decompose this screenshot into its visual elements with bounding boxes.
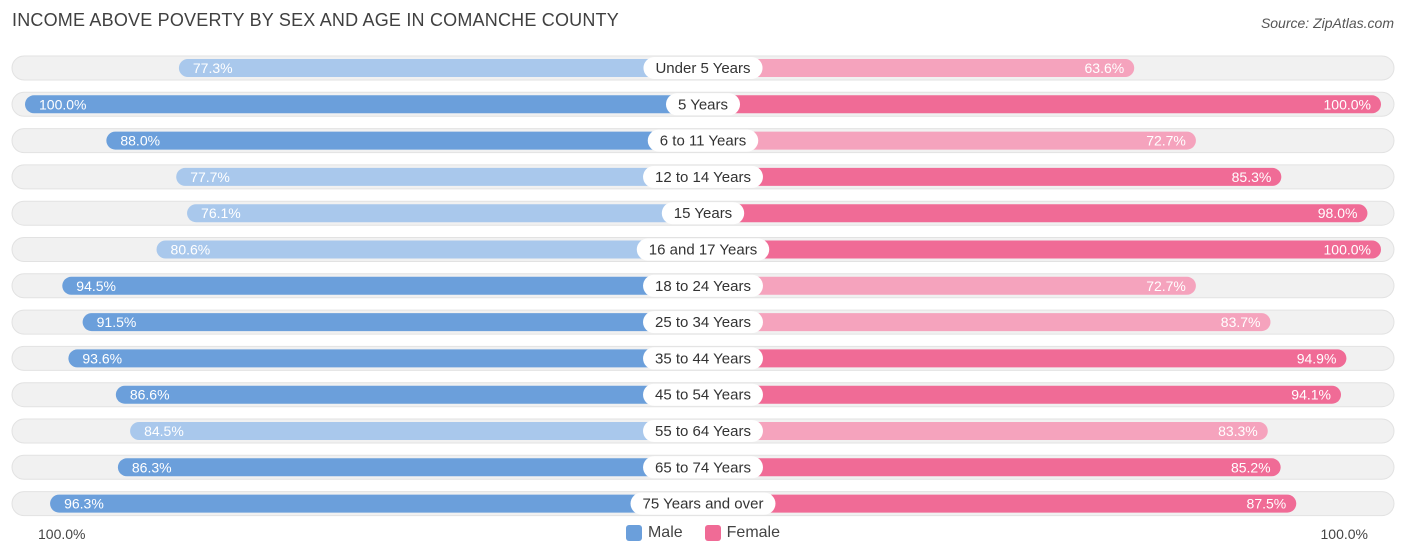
male-value-label: 76.1% [201,205,241,221]
category-label: 45 to 54 Years [655,387,751,404]
category-pill [643,274,763,297]
male-value-label: 100.0% [39,96,86,112]
female-swatch [704,525,721,541]
male-bar [106,131,704,150]
legend-item-male[interactable]: Male [625,524,683,542]
male-bar [130,422,704,440]
female-value-label: 85.3% [1232,169,1272,185]
category-pill [643,456,763,479]
male-value-label: 84.5% [144,423,184,439]
male-value-label: 88.0% [120,133,160,149]
female-bar [703,95,1381,114]
female-value-label: 85.2% [1231,459,1271,475]
category-label: 18 to 24 Years [655,278,751,295]
category-pill [643,383,763,406]
male-bar [82,313,703,332]
female-value-label: 100.0% [1324,242,1371,258]
chart-title: INCOME ABOVE POVERTY BY SEX AND AGE IN C… [12,10,619,30]
female-value-label: 83.3% [1218,423,1258,439]
category-pill [643,347,763,370]
male-bar [187,204,704,223]
female-bar [703,385,1341,404]
legend-label-female: Female [726,524,781,541]
category-label: 15 Years [674,205,732,222]
category-pill [643,420,763,442]
male-value-label: 77.3% [193,60,233,76]
category-label: 12 to 14 Years [655,169,751,186]
female-value-label: 63.6% [1085,60,1125,76]
female-bar [703,240,1381,259]
female-bar [703,276,1196,295]
female-value-label: 83.7% [1221,314,1261,330]
male-bar [68,349,704,368]
male-bar [117,458,704,477]
male-value-label: 86.6% [130,387,170,403]
category-label: 55 to 64 Years [655,423,751,440]
female-bar [703,494,1297,513]
female-value-label: 94.1% [1291,387,1331,403]
female-bar [703,313,1271,332]
female-value-label: 72.7% [1146,133,1186,149]
female-value-label: 100.0% [1324,96,1371,112]
legend: Male Female [0,524,1406,542]
male-value-label: 77.7% [190,169,230,185]
female-value-label: 94.9% [1297,350,1337,366]
male-bar [156,240,704,259]
legend-item-female[interactable]: Female [704,524,781,542]
female-bar [703,167,1282,186]
male-bar [25,95,703,114]
female-bar [703,349,1347,368]
female-value-label: 98.0% [1318,205,1358,221]
category-label: 6 to 11 Years [660,133,746,150]
category-pill [643,311,763,334]
female-bar [703,458,1281,477]
axis-right-label: 100.0% [1320,526,1368,542]
female-bar [703,131,1196,150]
female-bar [703,59,1135,77]
category-pill [636,238,770,261]
category-pill [661,202,745,225]
male-bar [176,167,704,186]
category-label: Under 5 Years [655,60,750,77]
male-value-label: 80.6% [171,242,211,258]
category-label: 65 to 74 Years [655,459,751,476]
male-value-label: 86.3% [132,459,172,475]
female-bar [703,422,1268,440]
category-label: 25 to 34 Years [655,314,751,331]
male-value-label: 93.6% [82,350,122,366]
female-bar [703,204,1368,223]
category-label: 75 Years and over [643,496,764,513]
male-value-label: 96.3% [64,496,104,512]
male-swatch [625,525,642,541]
category-pill [665,93,741,116]
category-pill [630,492,776,515]
axis-left-label: 100.0% [38,526,86,542]
male-bar [62,276,704,295]
male-value-label: 94.5% [76,278,116,294]
source-label: Source: ZipAtlas.com [1260,15,1394,31]
category-label: 35 to 44 Years [655,350,751,367]
legend-label-male: Male [647,524,683,541]
female-value-label: 87.5% [1247,496,1287,512]
male-bar [178,59,703,77]
category-pill [643,57,763,79]
male-bar [115,385,704,404]
male-bar [50,494,703,513]
female-value-label: 72.7% [1146,278,1186,294]
category-label: 16 and 17 Years [649,242,757,259]
category-pill [643,165,763,188]
male-value-label: 91.5% [97,314,137,330]
category-pill [647,129,759,152]
bar-chart: 77.3% 63.6% Under 5 Years 100.0% 100.0% 5 Yea… [11,55,1395,517]
category-label: 5 Years [678,96,728,113]
